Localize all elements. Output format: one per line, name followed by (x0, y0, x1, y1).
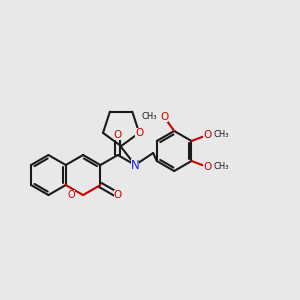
Text: O: O (114, 190, 122, 200)
Text: CH₃: CH₃ (213, 130, 229, 139)
Text: CH₃: CH₃ (213, 162, 229, 171)
Text: N: N (131, 158, 140, 172)
Text: O: O (203, 130, 211, 140)
Text: O: O (114, 130, 122, 140)
Text: CH₃: CH₃ (142, 112, 157, 121)
Text: O: O (135, 128, 143, 138)
Text: O: O (160, 112, 168, 122)
Text: O: O (67, 190, 75, 200)
Text: O: O (203, 162, 211, 172)
